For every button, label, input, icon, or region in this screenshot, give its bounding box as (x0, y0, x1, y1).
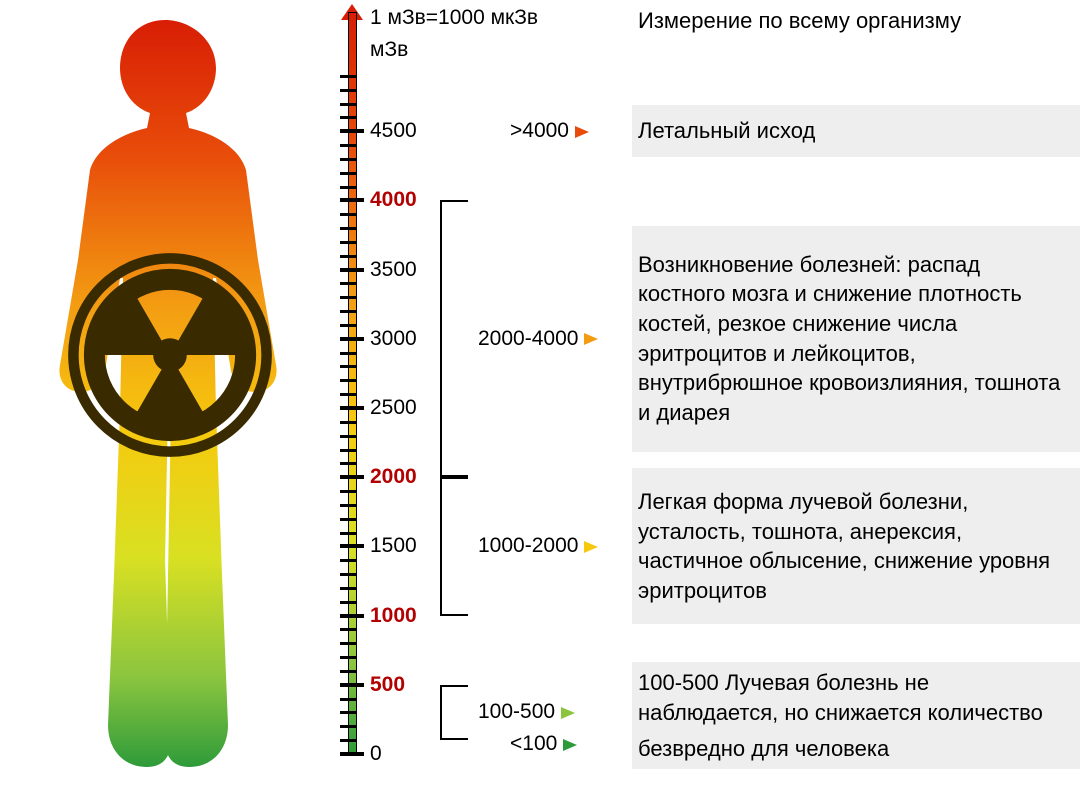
tick-minor (340, 158, 356, 161)
tick-label: 2000 (370, 465, 417, 489)
tick-major (340, 614, 364, 618)
tick-minor (340, 241, 356, 244)
tick-major (340, 752, 364, 756)
bracket (440, 200, 468, 477)
tick-minor (340, 116, 356, 119)
info-row: Легкая форма лучевой болезни, усталость,… (632, 468, 1080, 624)
tick-label: 3500 (370, 258, 417, 282)
range-label: 1000-2000 (478, 534, 598, 558)
tick-minor (340, 573, 356, 576)
tick-label: 1500 (370, 534, 417, 558)
tick-minor (340, 379, 356, 382)
tick-minor (340, 462, 356, 465)
info-row: безвредно для человека (632, 727, 1080, 769)
tick-label: 0 (370, 742, 382, 766)
tick-major (340, 129, 364, 133)
tick-minor (340, 89, 356, 92)
info-row: Возникновение болезней: распад костного … (632, 226, 1080, 452)
scale-area: 1 мЗв=1000 мкЗв мЗв 45004000350030002500… (310, 12, 590, 772)
range-label: 2000-4000 (478, 327, 598, 351)
tick-minor (340, 601, 356, 604)
tick-minor (340, 490, 356, 493)
info-header: Измерение по всему организму (632, 2, 967, 40)
info-area: Измерение по всему организму Летальный и… (632, 0, 1080, 788)
tick-minor (340, 393, 356, 396)
tick-label: 1000 (370, 604, 417, 628)
tick-minor (340, 324, 356, 327)
tick-minor (340, 642, 356, 645)
tick-minor (340, 449, 356, 452)
tick-minor (340, 310, 356, 313)
tick-minor (340, 172, 356, 175)
tick-minor (340, 504, 356, 507)
tick-minor (340, 75, 356, 78)
tick-major (340, 683, 364, 687)
unit-conversion: 1 мЗв=1000 мкЗв (370, 6, 538, 30)
radiation-icon (65, 250, 275, 460)
tick-minor (340, 365, 356, 368)
tick-major (340, 337, 364, 341)
tick-minor (340, 296, 356, 299)
range-label: 100-500 (478, 700, 575, 724)
tick-minor (340, 711, 356, 714)
tick-minor (340, 421, 356, 424)
tick-label: 4500 (370, 119, 417, 143)
tick-minor (340, 628, 356, 631)
tick-minor (340, 698, 356, 701)
tick-major (340, 544, 364, 548)
bracket (440, 685, 468, 740)
unit-label: мЗв (370, 38, 408, 62)
tick-label: 2500 (370, 396, 417, 420)
tick-minor (340, 255, 356, 258)
tick-minor (340, 656, 356, 659)
tick-major (340, 198, 364, 202)
tick-minor (340, 227, 356, 230)
tick-minor (340, 725, 356, 728)
bracket (440, 477, 468, 615)
tick-minor (340, 103, 356, 106)
tick-minor (340, 213, 356, 216)
tick-minor (340, 518, 356, 521)
tick-minor (340, 587, 356, 590)
tick-major (340, 268, 364, 272)
point-label: <100 (510, 732, 577, 756)
tick-minor (340, 352, 356, 355)
tick-label: 3000 (370, 327, 417, 351)
tick-minor (340, 532, 356, 535)
figure-area (15, 20, 315, 770)
tick-minor (340, 282, 356, 285)
tick-minor (340, 670, 356, 673)
tick-label: 4000 (370, 188, 417, 212)
tick-major (340, 475, 364, 479)
tick-minor (340, 186, 356, 189)
tick-label: 500 (370, 673, 405, 697)
tick-minor (340, 559, 356, 562)
tick-major (340, 406, 364, 410)
tick-minor (340, 144, 356, 147)
point-label: >4000 (510, 119, 589, 143)
tick-minor (340, 739, 356, 742)
info-row: Летальный исход (632, 105, 1080, 157)
tick-minor (340, 435, 356, 438)
